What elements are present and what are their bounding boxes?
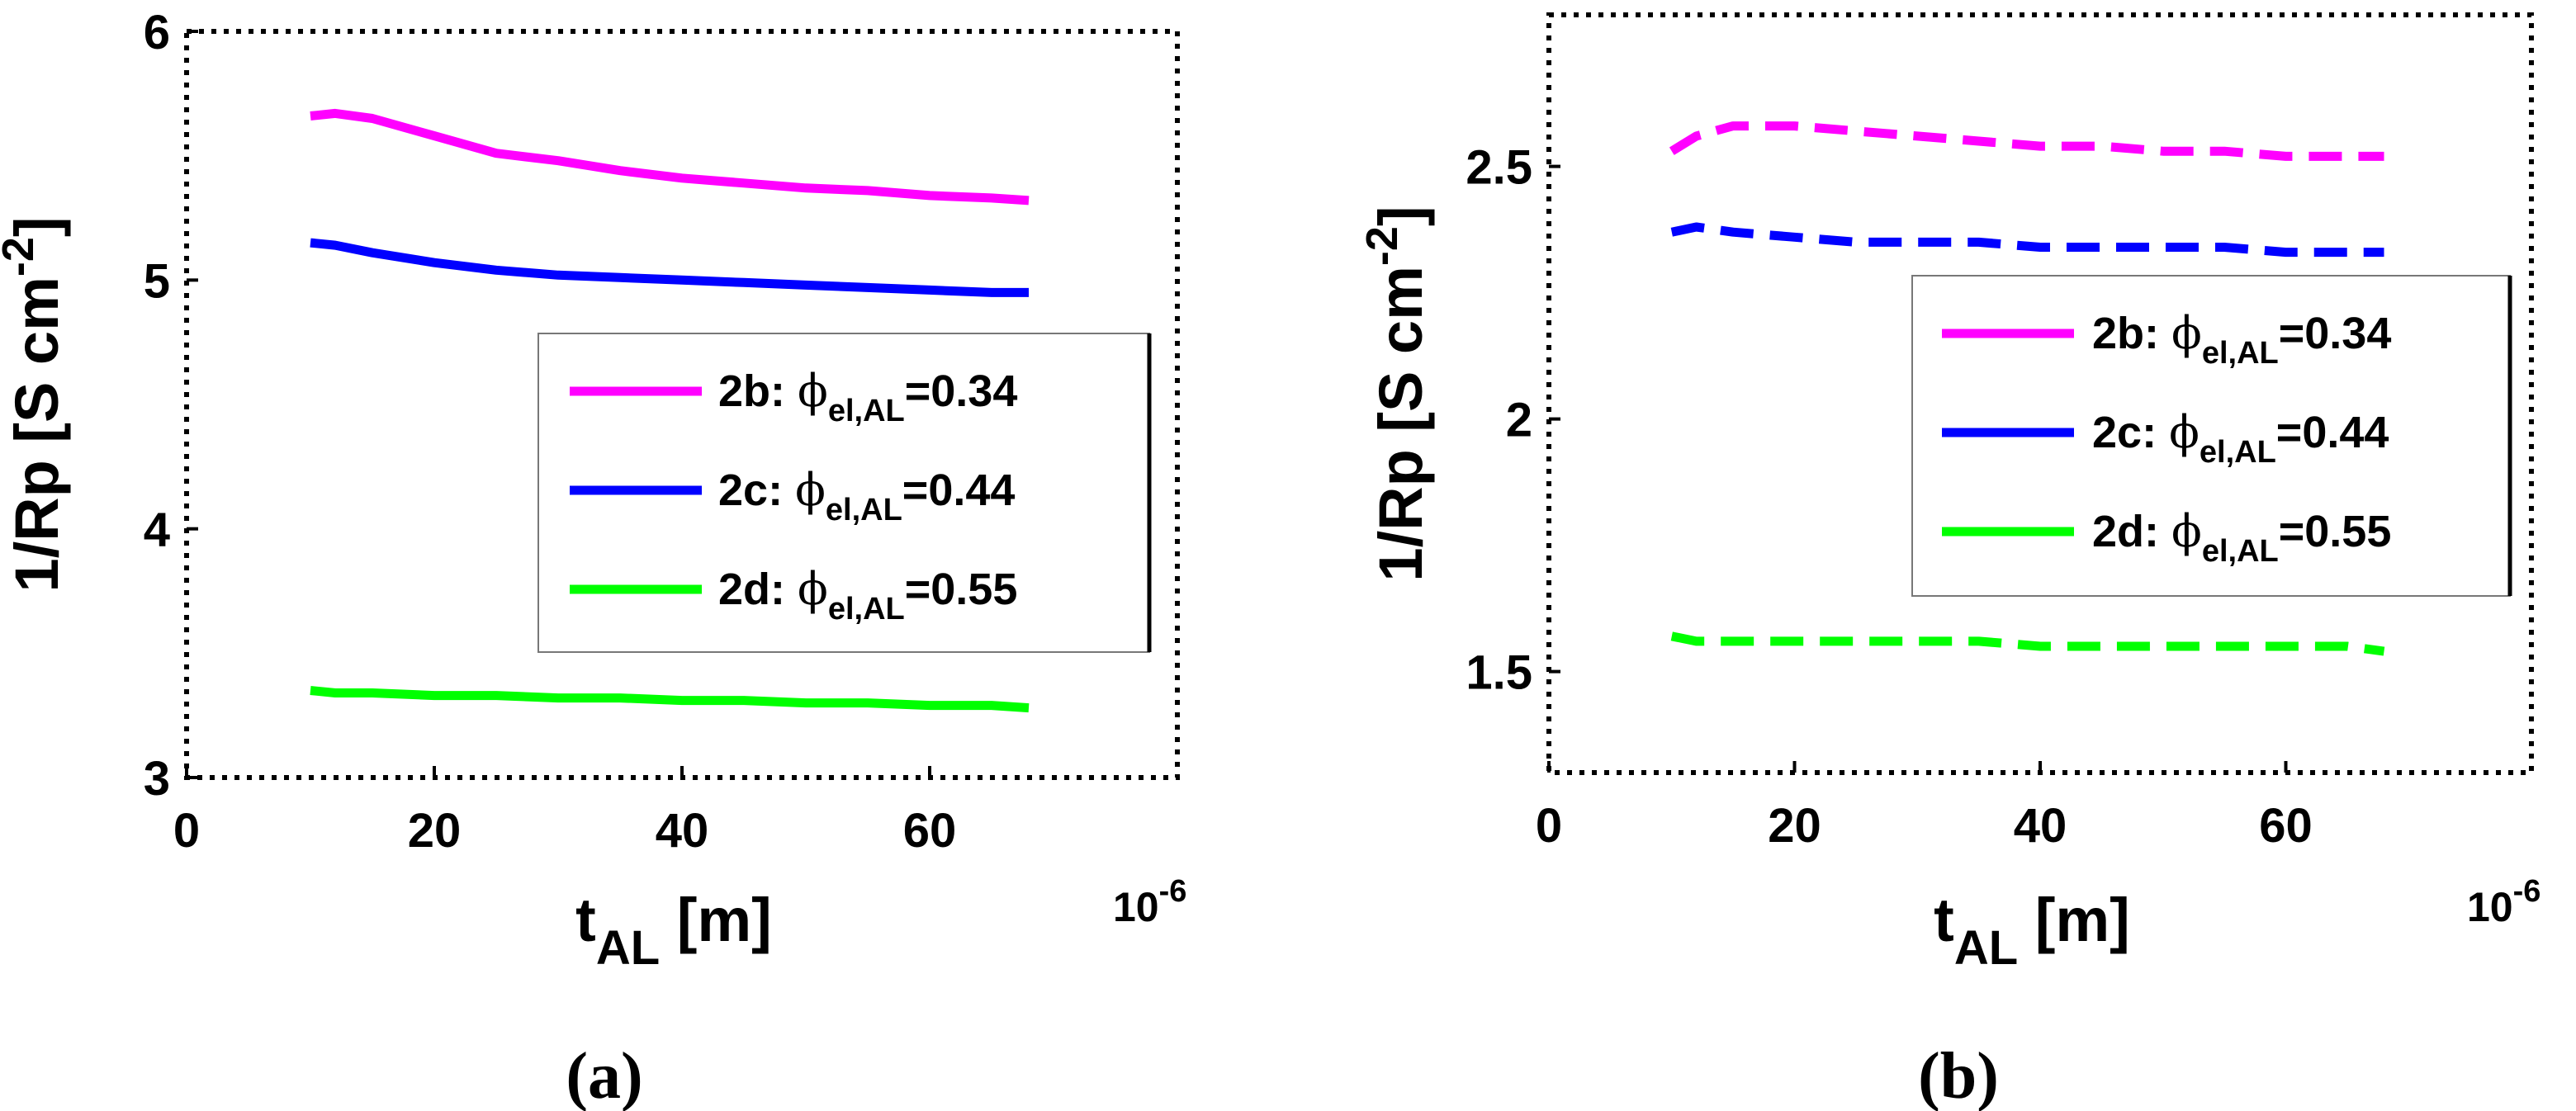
legend-entry-name: 2c:: [718, 466, 795, 515]
y-tick-label: 2.5: [1466, 141, 1532, 195]
legend-entry-subscript: el,AL: [2202, 336, 2279, 371]
x-axis-exponent-base: 10: [2467, 884, 2513, 930]
legend-entry-subscript: el,AL: [828, 394, 905, 428]
series-line-2b: [1669, 121, 2384, 161]
x-axis-label-unit: [m]: [2018, 886, 2130, 954]
y-axis-label-end: ]: [2, 216, 71, 237]
y-axis-label: 1/Rp [S cm-2]: [1357, 206, 1435, 581]
legend-entry-value: =0.44: [2276, 408, 2389, 457]
legend-entry-value: =0.55: [905, 565, 1018, 614]
x-tick-label: 60: [2259, 799, 2313, 853]
x-tick-label: 20: [1768, 799, 1821, 853]
y-tick-label: 3: [144, 752, 170, 806]
legend-entry-value: =0.34: [905, 366, 1018, 416]
x-axis-label-subscript: AL: [1954, 921, 2018, 975]
x-axis-label: tAL [m]: [1934, 886, 2130, 975]
x-axis-label-subscript: AL: [596, 921, 660, 975]
x-axis-exponent: 10-6: [1113, 874, 1186, 930]
x-tick-label: 40: [656, 804, 709, 858]
legend-entry-subscript: el,AL: [828, 592, 905, 626]
legend-entry-label: 2c: ϕel,AL=0.44: [2092, 406, 2389, 470]
legend-entry-value: =0.44: [902, 466, 1016, 515]
legend-entry-name: 2b:: [2092, 309, 2171, 358]
legend-entry-name: 2d:: [718, 565, 798, 614]
legend-entry-symbol: ϕ: [2171, 505, 2202, 557]
x-axis-exponent: 10-6: [2467, 874, 2540, 930]
y-tick-label: 6: [144, 6, 170, 59]
series-line-2d: [310, 686, 1030, 713]
x-axis-exponent-power: -6: [2513, 874, 2541, 909]
x-tick-label: 0: [173, 804, 200, 858]
y-axis-label-main: 1/Rp [S cm: [1366, 266, 1435, 581]
x-tick-label: 60: [903, 804, 957, 858]
legend-entry-symbol: ϕ: [2171, 307, 2202, 359]
y-axis-label-main: 1/Rp [S cm: [2, 277, 71, 592]
series-line-2b: [310, 108, 1030, 206]
x-axis-exponent-base: 10: [1113, 884, 1159, 930]
legend-entry-label: 2b: ϕel,AL=0.34: [2092, 307, 2391, 371]
x-tick-label: 20: [408, 804, 462, 858]
y-tick-label: 2: [1506, 394, 1532, 447]
panel-label: (a): [566, 1040, 642, 1111]
x-tick-label: 0: [1536, 799, 1562, 853]
x-axis-label-main: t: [1934, 886, 1954, 954]
x-tick-label: 40: [2014, 799, 2067, 853]
y-tick-label: 1.5: [1466, 646, 1532, 700]
y-axis-label-superscript: -2: [1357, 226, 1407, 266]
series-line-2d: [1670, 631, 2385, 656]
legend-entry-symbol: ϕ: [798, 365, 828, 417]
x-axis-label: tAL [m]: [575, 886, 772, 975]
legend-entry-label: 2c: ϕel,AL=0.44: [718, 464, 1015, 527]
legend-entry-name: 2c:: [2092, 408, 2169, 457]
legend-entry-label: 2d: ϕel,AL=0.55: [2092, 505, 2391, 569]
y-axis-label: 1/Rp [S cm-2]: [0, 216, 71, 592]
series-line-2c: [1670, 222, 2384, 258]
y-axis-label-superscript: -2: [0, 237, 43, 277]
x-axis-exponent-power: -6: [1159, 874, 1187, 909]
legend-entry-label: 2b: ϕel,AL=0.34: [718, 365, 1017, 428]
series-line-2c: [310, 238, 1029, 297]
x-axis-label-unit: [m]: [660, 886, 772, 954]
y-axis-label-end: ]: [1366, 206, 1435, 226]
legend-entry-name: 2d:: [2092, 507, 2171, 556]
legend-entry-label: 2d: ϕel,AL=0.55: [718, 563, 1017, 626]
legend-entry-name: 2b:: [718, 366, 798, 416]
legend-entry-symbol: ϕ: [2169, 406, 2200, 458]
legend-entry-value: =0.34: [2279, 309, 2392, 358]
legend-entry-subscript: el,AL: [2200, 435, 2276, 470]
x-axis-label-main: t: [575, 886, 596, 954]
panel-label: (b): [1918, 1040, 1999, 1111]
y-tick-label: 5: [144, 254, 170, 308]
legend-entry-subscript: el,AL: [826, 493, 902, 527]
legend-entry-subscript: el,AL: [2202, 534, 2279, 569]
y-tick-label: 4: [144, 503, 170, 557]
legend-entry-symbol: ϕ: [795, 464, 826, 516]
legend-entry-symbol: ϕ: [798, 563, 828, 615]
legend-entry-value: =0.55: [2279, 507, 2392, 556]
